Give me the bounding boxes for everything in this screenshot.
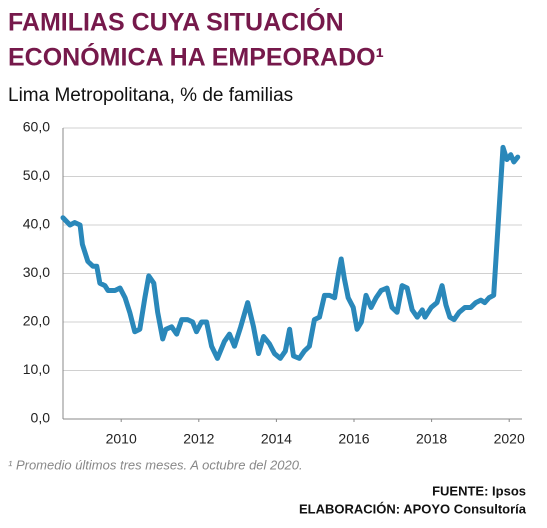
chart-title: FAMILIAS CUYA SITUACIÓN [8,7,344,37]
source: ELABORACIÓN: APOYO Consultoría [299,501,527,516]
source: FUENTE: Ipsos [432,483,526,498]
y-tick-label: 40,0 [23,216,50,232]
y-tick-label: 50,0 [23,167,50,183]
y-tick-label: 30,0 [23,264,50,280]
y-tick-label: 20,0 [23,313,50,329]
x-tick-label: 2016 [338,431,369,447]
x-tick-label: 2010 [106,431,137,447]
footnote: ¹ Promedio últimos tres meses. A octubre… [8,457,303,472]
chart-title: ECONÓMICA HA EMPEORADO¹ [8,42,384,72]
y-tick-label: 60,0 [23,119,50,135]
y-tick-label: 0,0 [31,410,51,426]
x-tick-label: 2012 [183,431,214,447]
data-line [60,144,521,361]
chart-subtitle: Lima Metropolitana, % de familias [8,85,293,106]
x-tick-label: 2020 [494,431,525,447]
x-tick-label: 2014 [261,431,292,447]
x-tick-label: 2018 [416,431,447,447]
y-tick-label: 10,0 [23,361,50,377]
